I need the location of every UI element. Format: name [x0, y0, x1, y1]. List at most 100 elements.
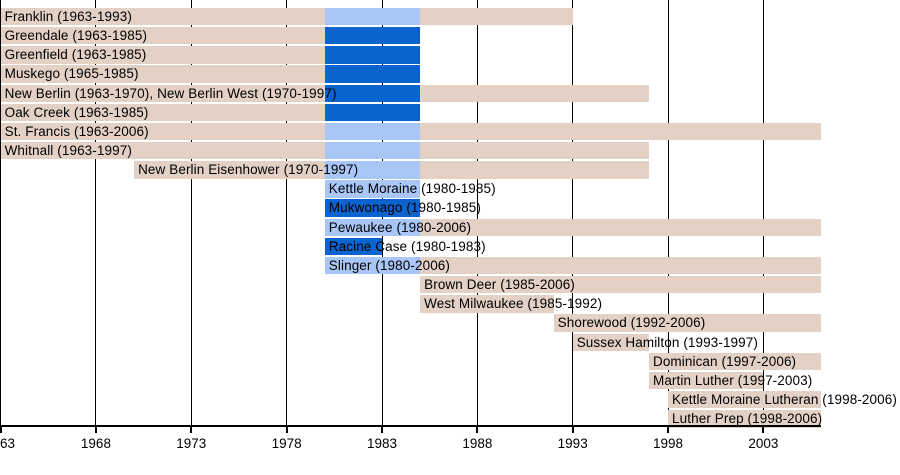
- timeline-row: Oak Creek (1963-1985): [0, 103, 900, 122]
- bar-segment: [0, 141, 325, 160]
- timeline-row: Dominican (1997-2006): [0, 352, 900, 371]
- axis-tick-label: 1983: [366, 435, 398, 451]
- timeline-row: Muskego (1965-1985): [0, 65, 900, 83]
- bar-segment: [324, 180, 421, 198]
- timeline-row: West Milwaukee (1985-1992): [0, 295, 900, 313]
- row-label: Martin Luther (1997-2003): [652, 372, 813, 388]
- bar-segment: [324, 103, 421, 122]
- gridline: [0, 0, 2, 426]
- gridline: [572, 0, 574, 426]
- row-label: Luther Prep (1998-2006): [672, 411, 823, 427]
- bar-segment: [0, 7, 325, 26]
- axis-tick: [476, 426, 479, 433]
- row-label: Slinger (1980-2006): [328, 257, 451, 273]
- bar-segment: [324, 7, 421, 26]
- gridline: [95, 0, 97, 426]
- bar-segment: [134, 161, 325, 179]
- row-label: New Berlin Eisenhower (1970-1997): [138, 162, 359, 178]
- timeline-row: Greendale (1963-1985): [0, 27, 900, 45]
- timeline-row: Greenfield (1963-1985): [0, 46, 900, 64]
- row-label: Mukwonago (1980-1985): [328, 200, 481, 216]
- row-label: Pewaukee (1980-2006): [328, 219, 472, 235]
- timeline-row: New Berlin Eisenhower (1970-1997): [0, 161, 900, 179]
- bar-segment: [324, 199, 421, 217]
- row-label: Whitnall (1963-1997): [4, 142, 132, 158]
- bar-segment: [324, 161, 421, 179]
- axis-tick-label: 1973: [176, 435, 207, 451]
- timeline-row: Martin Luther (1997-2003): [0, 371, 900, 390]
- axis-tick-label: 2003: [748, 435, 779, 451]
- row-label: West Milwaukee (1985-1992): [424, 296, 603, 312]
- gridline: [762, 0, 764, 426]
- bar-segment: [324, 122, 421, 141]
- timeline-row: Slinger (1980-2006): [0, 256, 900, 275]
- bar-segment: [324, 141, 421, 160]
- axis-tick: [762, 426, 765, 433]
- row-label: Muskego (1965-1985): [4, 66, 139, 82]
- bar-segment: [0, 84, 325, 102]
- bar-segment: [648, 352, 821, 371]
- timeline-row: Luther Prep (1998-2006): [0, 410, 900, 428]
- timeline-row: Racine Case (1980-1983): [0, 237, 900, 256]
- gridline: [190, 0, 192, 426]
- bar-segment: [420, 84, 649, 102]
- bar-segment: [0, 27, 325, 45]
- row-label: Dominican (1997-2006): [652, 353, 797, 369]
- gridline: [286, 0, 288, 426]
- bar-segment: [0, 65, 325, 83]
- timeline-row: Mukwonago (1980-1985): [0, 199, 900, 217]
- row-label: St. Francis (1963-2006): [4, 123, 149, 139]
- axis-tick: [667, 426, 670, 433]
- axis-tick-label: 1998: [653, 435, 684, 451]
- bar-segment: [420, 7, 573, 26]
- row-label: Greenfield (1963-1985): [4, 47, 147, 63]
- timeline-row: New Berlin (1963-1970), New Berlin West …: [0, 84, 900, 102]
- bar-segment: [324, 218, 421, 236]
- gridline: [667, 0, 669, 426]
- bar-segment: [572, 333, 649, 351]
- x-axis-line: [0, 424, 821, 427]
- timeline-row: Brown Deer (1985-2006): [0, 276, 900, 294]
- bar-segment: [420, 218, 821, 236]
- row-label: Greendale (1963-1985): [4, 28, 148, 44]
- axis-tick: [190, 426, 193, 433]
- row-label: Racine Case (1980-1983): [328, 238, 486, 254]
- axis-tick: [381, 426, 383, 433]
- axis-tick-label: 1993: [557, 435, 588, 451]
- row-label: New Berlin (1963-1970), New Berlin West …: [4, 85, 337, 101]
- bar-segment: [324, 46, 421, 64]
- bar-segment: [420, 161, 649, 179]
- timeline-row: Pewaukee (1980-2006): [0, 218, 900, 236]
- bar-segment: [324, 256, 421, 275]
- gridline: [476, 0, 478, 426]
- timeline-row: Shorewood (1992-2006): [0, 314, 900, 332]
- row-label: Kettle Moraine Lutheran (1998-2006): [672, 392, 897, 407]
- axis-tick: [94, 426, 97, 433]
- bar-segment: [420, 141, 649, 160]
- bar-segment: [420, 256, 821, 275]
- timeline-row: Whitnall (1963-1997): [0, 141, 900, 160]
- bar-segment: [553, 314, 821, 332]
- row-label: Kettle Moraine (1980-1985): [328, 181, 496, 197]
- row-label: Oak Creek (1963-1985): [4, 104, 149, 120]
- bar-segment: [324, 237, 382, 256]
- bar-segment: [668, 410, 821, 428]
- axis-tick-label: 1978: [271, 435, 302, 451]
- bar-segment: [648, 371, 764, 390]
- timeline-row: Sussex Hamilton (1993-1997): [0, 333, 900, 351]
- bar-segment: [420, 295, 554, 313]
- bar-segment: [420, 276, 821, 294]
- timeline-row: Franklin (1963-1993): [0, 7, 900, 26]
- row-label: Sussex Hamilton (1993-1997): [576, 334, 758, 350]
- bar-segment: [0, 122, 325, 141]
- bar-segment: [0, 46, 325, 64]
- bar-segment: [324, 84, 421, 102]
- axis-tick-label: 1968: [80, 435, 111, 451]
- axis-tick-label: 1988: [462, 435, 493, 451]
- axis-tick: [0, 426, 2, 433]
- bar-segment: [420, 122, 821, 141]
- axis-tick: [571, 426, 574, 433]
- timeline-row: St. Francis (1963-2006): [0, 122, 900, 141]
- bar-segment: [324, 27, 421, 45]
